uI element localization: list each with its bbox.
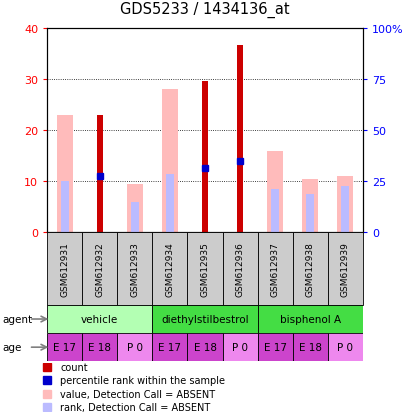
Bar [292,333,327,361]
Text: rank, Detection Call = ABSENT: rank, Detection Call = ABSENT [60,402,210,412]
Bar [47,305,152,333]
Text: count: count [60,362,88,372]
Text: E 17: E 17 [158,342,181,352]
Bar [97,115,103,233]
Bar [267,151,282,233]
Bar [47,333,82,361]
Text: GSM612933: GSM612933 [130,242,139,297]
Bar [47,233,82,305]
Bar [152,305,257,333]
Text: E 18: E 18 [298,342,321,352]
Bar [127,184,142,233]
Bar [222,333,257,361]
Bar [257,305,362,333]
Bar [130,202,138,233]
Text: P 0: P 0 [126,342,142,352]
Text: E 18: E 18 [88,342,111,352]
Text: GSM612937: GSM612937 [270,242,279,297]
Text: vehicle: vehicle [81,314,118,324]
Text: P 0: P 0 [337,342,353,352]
Bar [82,333,117,361]
Bar [306,195,313,233]
Bar [166,174,173,233]
Bar [152,233,187,305]
Bar [117,333,152,361]
Bar [327,333,362,361]
Text: GSM612936: GSM612936 [235,242,244,297]
Text: bisphenol A: bisphenol A [279,314,340,324]
Bar [61,182,68,233]
Text: E 18: E 18 [193,342,216,352]
Text: E 17: E 17 [263,342,286,352]
Text: agent: agent [2,314,32,324]
Text: P 0: P 0 [231,342,247,352]
Bar [187,233,222,305]
Bar [222,233,257,305]
Text: E 17: E 17 [53,342,76,352]
Bar [341,187,348,233]
Bar [57,115,72,233]
Bar [257,233,292,305]
Text: diethylstilbestrol: diethylstilbestrol [161,314,248,324]
Bar [152,333,187,361]
Bar [271,190,279,233]
Bar [82,233,117,305]
Bar [327,233,362,305]
Bar [187,333,222,361]
Text: GSM612931: GSM612931 [60,242,69,297]
Text: GSM612934: GSM612934 [165,242,174,297]
Bar [117,233,152,305]
Bar [162,90,178,233]
Bar [201,82,208,233]
Text: percentile rank within the sample: percentile rank within the sample [60,375,225,385]
Bar [292,233,327,305]
Text: GSM612939: GSM612939 [340,242,349,297]
Text: GSM612932: GSM612932 [95,242,104,297]
Text: value, Detection Call = ABSENT: value, Detection Call = ABSENT [60,389,215,399]
Text: age: age [2,342,21,352]
Bar [257,333,292,361]
Bar [337,177,352,233]
Text: GSM612938: GSM612938 [305,242,314,297]
Text: GDS5233 / 1434136_at: GDS5233 / 1434136_at [120,2,289,18]
Bar [236,46,243,233]
Text: GSM612935: GSM612935 [200,242,209,297]
Bar [301,179,317,233]
